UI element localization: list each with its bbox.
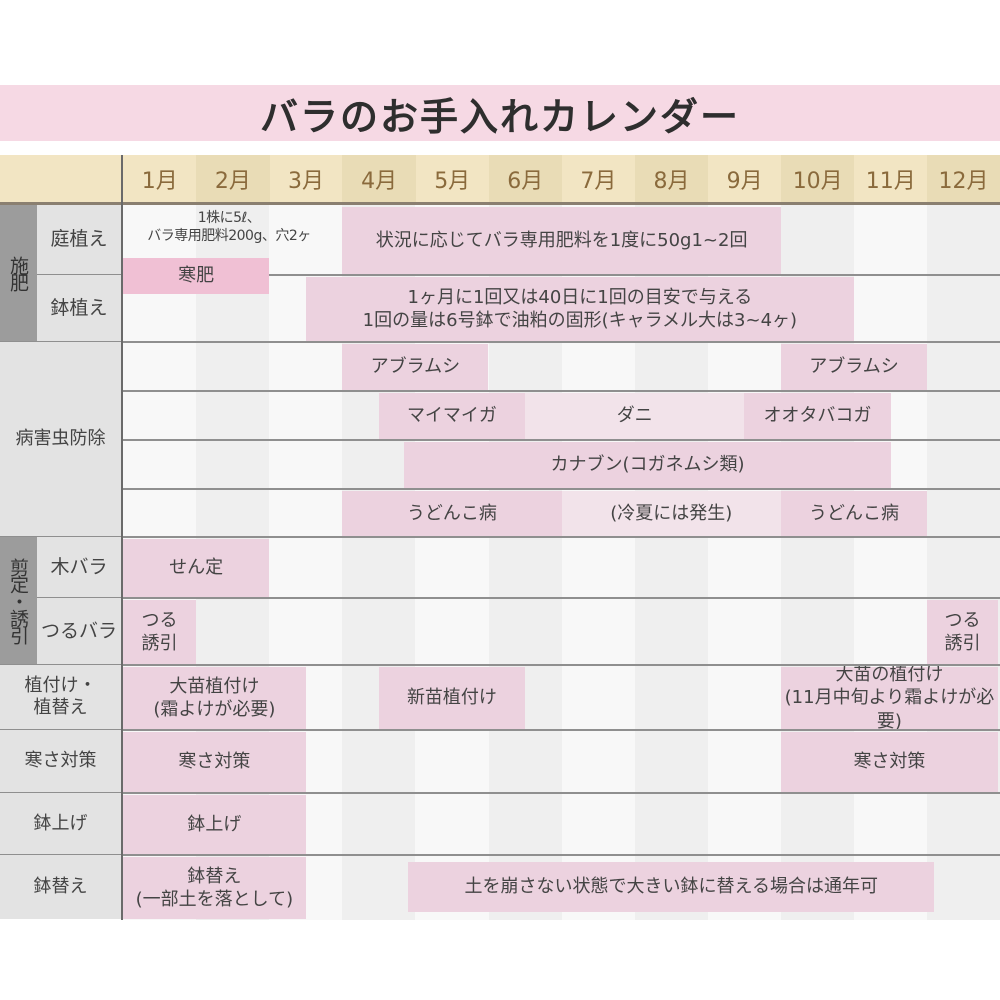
task-bar: つる 誘引 [123,600,197,664]
label-divider [121,155,123,920]
row-divider [0,729,1000,731]
task-bar: 1株に5ℓ、 バラ専用肥料200g、穴2ヶ [147,210,311,245]
month-header: 1月 2月 3月 4月 5月 6月 7月 8月 9月 10月 11月 12月 [0,155,1000,205]
month-label: 9月 [726,168,763,194]
month-label: 4月 [342,155,416,202]
row-label: 木バラ [37,537,121,597]
task-bar: 鉢替え (一部土を落として) [123,857,306,919]
task-bar: オオタバコガ [744,393,891,439]
row-label: つるバラ [37,598,121,664]
month-label: 2月 [196,155,270,202]
task-bar: 土を崩さない状態で大きい鉢に替える場合は通年可 [408,862,935,912]
task-bar: カナブン(コガネムシ類) [404,442,891,488]
month-label: 11月 [865,168,916,194]
group-label: 寒さ対策 [0,730,121,792]
row-divider [37,274,1000,276]
task-bar: 寒肥 [123,258,270,294]
row-divider [122,488,1000,490]
task-bar: 1ヶ月に1回又は40日に1回の目安で与える 1回の量は6号鉢で油粕の固形(キャラ… [305,277,854,341]
month-label: 1月 [141,168,178,194]
group-label: 剪定・誘引 [0,537,37,664]
month-label: 5月 [434,168,471,194]
task-bar: アブラムシ [780,344,928,390]
task-bar: マイマイガ [378,393,526,439]
row-label: 鉢植え [37,275,121,341]
row-divider [122,390,1000,392]
row-divider [0,854,1000,856]
task-bar: 大苗植付け (霜よけが必要) [123,667,306,729]
task-bar: 寒さ対策 [780,732,998,792]
group-label: 植付け・ 植替え [0,665,121,729]
month-column [854,205,928,920]
task-bar: 新苗植付け [378,667,526,729]
task-bar: 鉢上げ [123,795,306,854]
month-label: 7月 [580,168,617,194]
month-label: 6月 [488,155,563,202]
row-divider [122,439,1000,441]
month-label: 8月 [634,155,709,202]
task-bar: ダニ [525,393,745,439]
row-divider [0,341,1000,343]
page-title: バラのお手入れカレンダー [259,94,740,139]
title-banner: バラのお手入れカレンダー [0,85,1000,141]
task-bar: (冷夏には発生) [561,491,781,536]
task-bar: せん定 [123,539,270,597]
task-bar: うどんこ病 [342,491,562,536]
task-bar: アブラムシ [342,344,489,390]
month-label: 10月 [780,155,855,202]
group-label: 鉢上げ [0,793,121,854]
group-label: 病害虫防除 [0,342,121,536]
task-bar: うどんこ病 [780,491,928,536]
month-label: 12月 [927,155,1000,202]
row-divider [0,792,1000,794]
group-label: 鉢替え [0,855,121,919]
row-divider [0,536,1000,538]
row-label: 庭植え [37,205,121,274]
month-label: 3月 [287,168,324,194]
group-label: 施肥 [0,205,37,341]
row-divider [0,664,1000,666]
task-bar: 寒さ対策 [123,732,306,792]
row-divider [0,597,1000,599]
month-column [927,205,1000,920]
task-bar: 大苗の植付け (11月中旬より霜よけが必要) [780,664,998,732]
task-bar: 状況に応じてバラ専用肥料を1度に50g1~2回 [342,207,781,274]
task-bar: つる 誘引 [927,600,998,664]
